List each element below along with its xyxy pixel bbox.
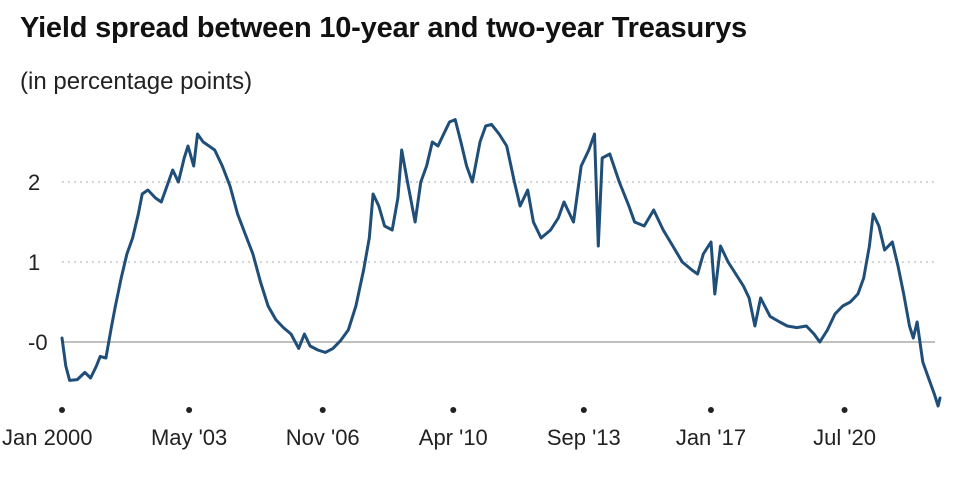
x-tick-mark (319, 407, 326, 413)
y-tick-label: 2 (28, 170, 40, 195)
x-tick-mark (186, 407, 193, 413)
chart-title: Yield spread between 10-year and two-yea… (20, 12, 747, 44)
x-tick-label: Sep '13 (547, 425, 621, 450)
x-tick-label: Nov '06 (286, 425, 360, 450)
chart-subtitle: (in percentage points) (20, 68, 253, 95)
yield-spread-line (60, 118, 942, 408)
x-tick-label: Jan '17 (676, 425, 746, 450)
y-tick-label: 1 (28, 250, 40, 275)
series-layer (60, 118, 942, 408)
y-axis-ticks: 2 1 -0 (28, 170, 48, 355)
x-tick-mark (580, 407, 587, 413)
gridlines (62, 181, 935, 343)
x-tick-mark (841, 407, 848, 413)
x-tick-label: May '03 (151, 425, 227, 450)
x-tick-label: Jul '20 (813, 425, 876, 450)
x-tick-label: Jan 2000 (2, 425, 93, 450)
x-axis: Jan 2000 May '03 Nov '06 Apr '10 Sep '13 Jan … (2, 407, 876, 450)
x-tick-mark (59, 407, 65, 413)
x-tick-label: Apr '10 (419, 425, 488, 450)
y-tick-label: -0 (28, 330, 48, 355)
x-tick-mark (450, 407, 457, 413)
x-tick-mark (707, 407, 714, 413)
